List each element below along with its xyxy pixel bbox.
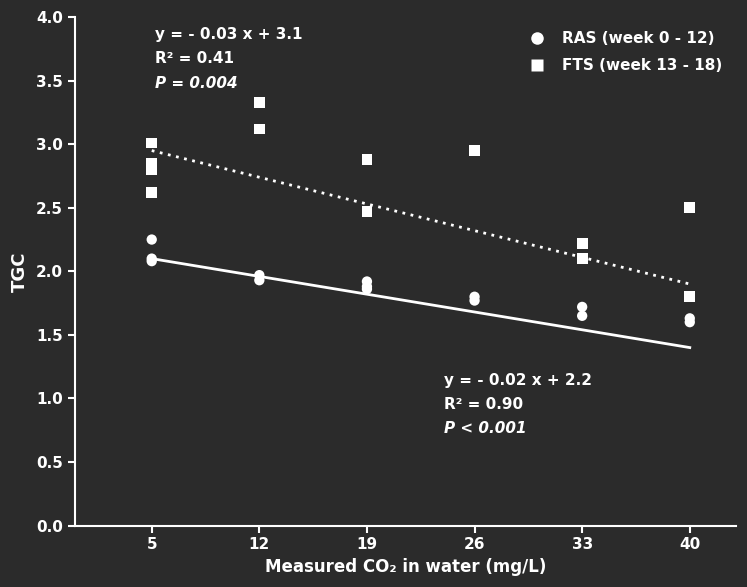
Point xyxy=(361,155,373,164)
Text: y = - 0.02 x + 2.2: y = - 0.02 x + 2.2 xyxy=(444,373,592,388)
Point xyxy=(576,302,588,312)
Point xyxy=(146,165,158,174)
Point xyxy=(361,207,373,216)
Point xyxy=(146,139,158,148)
Text: R² = 0.41: R² = 0.41 xyxy=(155,52,234,66)
Point xyxy=(146,158,158,168)
Point xyxy=(468,146,480,156)
Point xyxy=(684,292,695,302)
X-axis label: Measured CO₂ in water (mg/L): Measured CO₂ in water (mg/L) xyxy=(264,558,546,576)
Point xyxy=(253,275,265,285)
Point xyxy=(576,239,588,248)
Point xyxy=(576,254,588,264)
Point xyxy=(684,313,695,323)
Point xyxy=(146,188,158,197)
Point xyxy=(146,254,158,264)
Point xyxy=(253,271,265,280)
Point xyxy=(468,292,480,302)
Legend: RAS (week 0 - 12), FTS (week 13 - 18): RAS (week 0 - 12), FTS (week 13 - 18) xyxy=(516,25,728,79)
Y-axis label: TGC: TGC xyxy=(11,251,29,292)
Text: P < 0.001: P < 0.001 xyxy=(444,421,527,436)
Point xyxy=(684,203,695,212)
Point xyxy=(146,257,158,266)
Text: R² = 0.90: R² = 0.90 xyxy=(444,397,523,412)
Point xyxy=(361,282,373,291)
Text: P = 0.004: P = 0.004 xyxy=(155,76,238,90)
Point xyxy=(361,277,373,286)
Point xyxy=(468,296,480,305)
Point xyxy=(361,285,373,294)
Point xyxy=(253,97,265,107)
Point xyxy=(684,292,695,302)
Point xyxy=(684,318,695,327)
Text: y = - 0.03 x + 3.1: y = - 0.03 x + 3.1 xyxy=(155,27,303,42)
Point xyxy=(253,124,265,134)
Point xyxy=(146,235,158,244)
Point xyxy=(576,311,588,321)
